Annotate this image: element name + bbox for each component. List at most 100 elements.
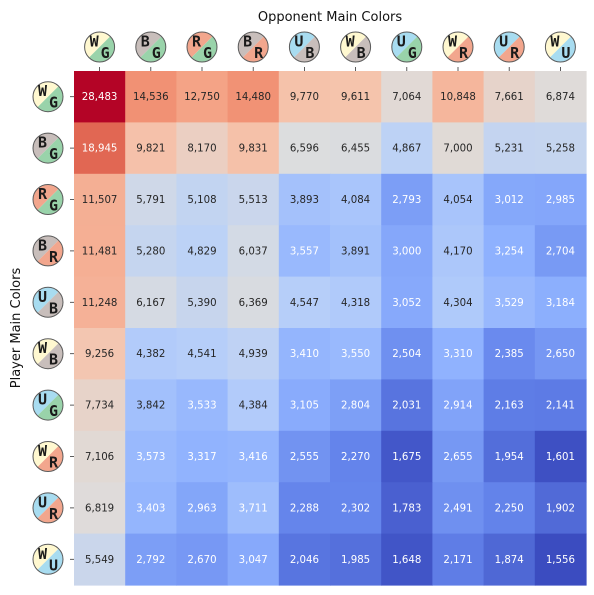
heatmap-cell (278, 430, 331, 483)
row-label-rg-letter-2: G (49, 197, 58, 215)
cell-value-label: 2,704 (546, 246, 575, 257)
cell-value-label: 5,108 (187, 195, 216, 206)
column-label-wg-outline (84, 31, 116, 63)
cell-value-label: 3,047 (239, 555, 268, 566)
row-label-wb-second-color (33, 338, 63, 369)
heatmap-cell (534, 430, 587, 483)
cell-value-label: 2,963 (187, 503, 216, 514)
heatmap-cell (534, 276, 587, 329)
row-label-ur-letter-1: U (38, 493, 47, 511)
heatmap-cell (278, 328, 331, 380)
column-label-br-letter-1: B (243, 33, 252, 51)
cell-value-label: 3,529 (495, 298, 524, 309)
cell-value-label: 1,675 (392, 452, 421, 463)
heatmap-cell (534, 225, 587, 278)
heatmap-cell (330, 430, 382, 483)
heatmap-cell (74, 533, 126, 586)
column-label-wu-second-color (545, 32, 576, 62)
cell-value-label: 3,573 (136, 452, 165, 463)
row-label-wg-outline (32, 81, 64, 113)
cell-value-label: 2,385 (495, 349, 524, 360)
row-label-ub-letter-2: B (49, 299, 58, 317)
row-label-ug-outline (32, 389, 64, 421)
heatmap-cell (125, 482, 177, 535)
heatmap-cell (432, 328, 485, 380)
column-label-ug-second-color (391, 32, 422, 62)
heatmap-cell (125, 276, 177, 329)
cell-value-label: 5,513 (239, 195, 268, 206)
row-label-bg-second-color (33, 133, 63, 164)
cell-value-label: 2,031 (392, 401, 421, 412)
column-label-ug-outline (391, 31, 423, 63)
cell-value-label: 9,611 (341, 92, 370, 103)
heatmap-cell (278, 71, 331, 123)
heatmap-cell (381, 430, 433, 483)
row-label-ub-second-color (33, 287, 63, 318)
cell-value-label: 3,410 (290, 349, 319, 360)
heatmap-cell (278, 276, 331, 329)
heatmap-cell (432, 533, 485, 586)
heatmap-cell (534, 379, 587, 432)
heatmap-cell (227, 533, 280, 586)
heatmap-cell (483, 430, 536, 483)
cell-value-label: 2,670 (187, 555, 216, 566)
heatmap-cell (483, 379, 536, 432)
cell-value-label: 5,280 (136, 246, 165, 257)
cell-value-label: 9,770 (290, 92, 319, 103)
heatmap-cell (381, 122, 433, 175)
heatmap-cell (227, 276, 280, 329)
heatmap-cell (125, 430, 177, 483)
cell-value-label: 1,902 (546, 503, 575, 514)
cell-value-label: 5,231 (495, 144, 524, 155)
heatmap-cell (534, 173, 587, 226)
heatmap-cell (432, 379, 485, 432)
heatmap-cell (176, 379, 229, 432)
heatmap-cell (330, 225, 382, 278)
heatmap-cell (381, 276, 433, 329)
heatmap-cell (74, 122, 126, 175)
cell-value-label: 11,248 (82, 298, 118, 309)
heatmap-cell (432, 430, 485, 483)
column-label-ur-letter-1: U (499, 33, 508, 51)
cell-value-label: 5,390 (187, 298, 216, 309)
heatmap-cell (483, 225, 536, 278)
row-label-wr-letter-2: R (49, 454, 59, 472)
heatmap-cell (176, 225, 229, 278)
heatmap-cell (125, 71, 177, 123)
row-label-ug-letter-2: G (49, 402, 58, 420)
cell-value-label: 5,791 (136, 195, 165, 206)
cell-value-label: 3,891 (341, 246, 370, 257)
cell-value-label: 11,507 (82, 195, 118, 206)
heatmap-cell (278, 173, 331, 226)
heatmap-cell (330, 173, 382, 226)
heatmap-cell (483, 173, 536, 226)
y-axis-title: Player Main Colors (9, 268, 24, 389)
cell-value-label: 2,141 (546, 401, 575, 412)
column-label-wb-letter-2: B (357, 44, 366, 62)
row-label-wu-second-color (33, 544, 63, 575)
heatmap-cell (381, 173, 433, 226)
heatmap-cell (227, 379, 280, 432)
cell-value-label: 7,661 (495, 92, 524, 103)
cell-value-label: 7,064 (392, 92, 421, 103)
column-label-rg-letter-2: G (203, 44, 212, 62)
column-label-wb-outline (340, 31, 372, 63)
cell-value-label: 3,317 (187, 452, 216, 463)
heatmap-cell (330, 276, 382, 329)
heatmap-cell (483, 276, 536, 329)
cell-value-label: 3,550 (341, 349, 370, 360)
cell-value-label: 3,842 (136, 401, 165, 412)
cell-value-label: 4,541 (187, 349, 216, 360)
heatmap-cell (483, 122, 536, 175)
heatmap-cell (381, 533, 433, 586)
heatmap-cell (176, 482, 229, 535)
row-label-wu-letter-1: W (38, 545, 48, 563)
cell-value-label: 28,483 (82, 92, 118, 103)
heatmap-cell (227, 173, 280, 226)
column-label-bg-second-color (135, 32, 166, 62)
heatmap-cell (227, 71, 280, 123)
row-label-rg-outline (32, 184, 64, 215)
heatmap-cell (125, 328, 177, 380)
